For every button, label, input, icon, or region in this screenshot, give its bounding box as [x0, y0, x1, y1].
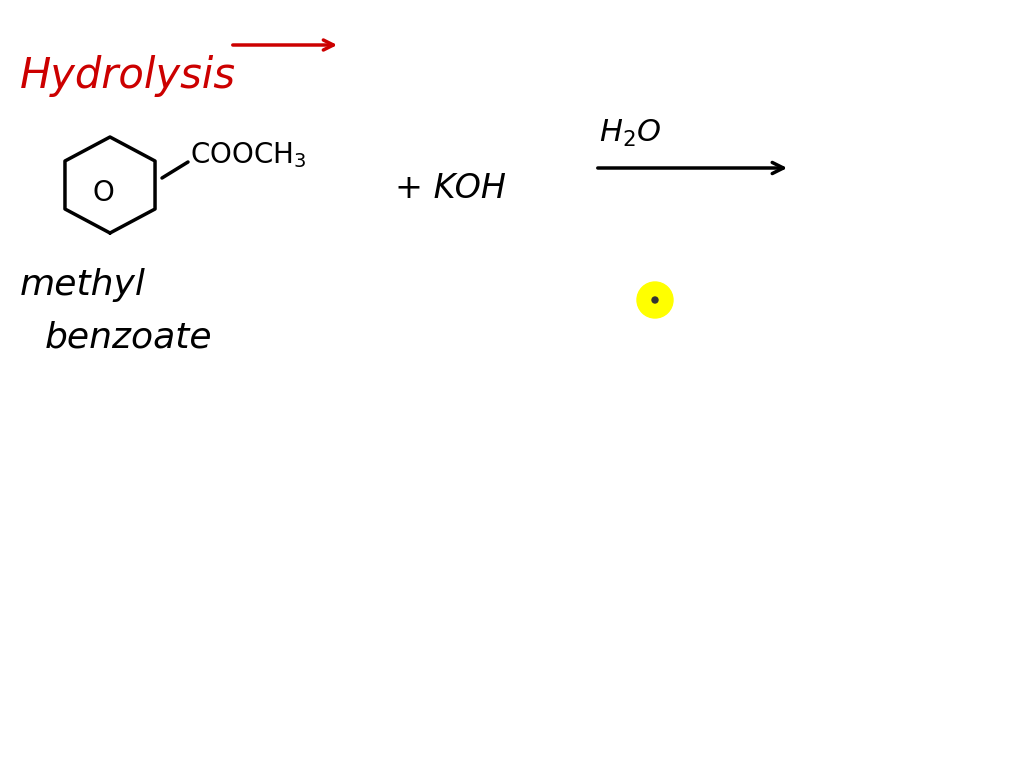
- Text: methyl: methyl: [20, 268, 145, 302]
- Text: H$_2$O: H$_2$O: [599, 118, 662, 149]
- Text: + KOH: + KOH: [395, 171, 506, 204]
- Text: benzoate: benzoate: [45, 320, 213, 354]
- Text: Hydrolysis: Hydrolysis: [20, 55, 236, 97]
- Circle shape: [637, 282, 673, 318]
- Circle shape: [652, 297, 658, 303]
- Text: COOCH$_3$: COOCH$_3$: [190, 140, 306, 170]
- Text: O: O: [92, 179, 114, 207]
